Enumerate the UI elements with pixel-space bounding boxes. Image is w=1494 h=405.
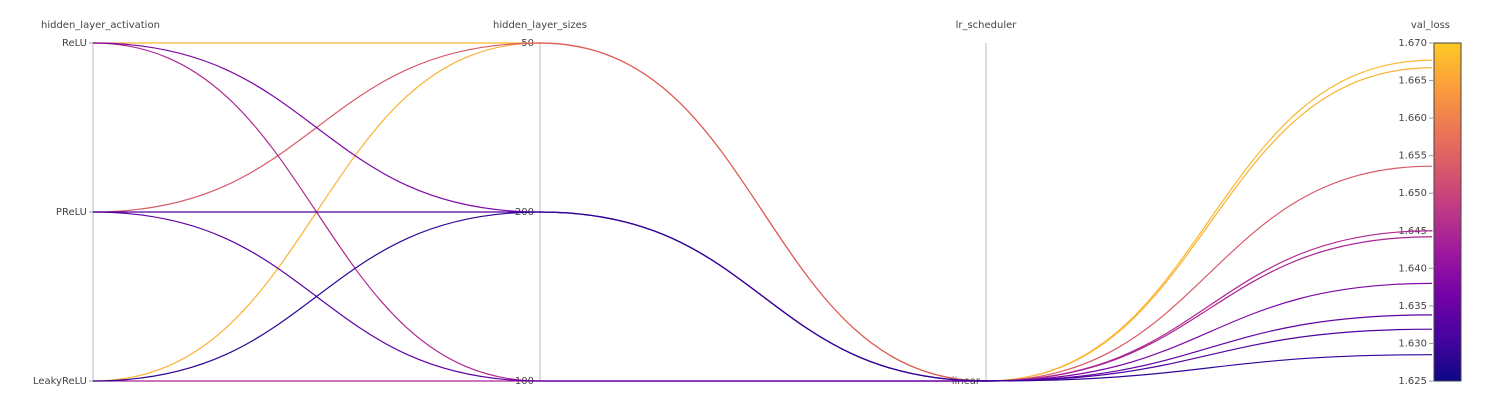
tick-label: 1.640 (1398, 263, 1427, 274)
run-line (93, 236, 1433, 382)
tick-label: 1.655 (1398, 151, 1427, 162)
axis-title: hidden_layer_activation (41, 20, 160, 31)
axis-title: lr_scheduler (956, 20, 1018, 31)
axis-title: val_loss (1411, 20, 1450, 31)
tick-label: 1.635 (1398, 301, 1427, 312)
tick-label: PReLU (56, 207, 87, 218)
tick-label: 1.665 (1398, 76, 1427, 87)
lines (92, 42, 1433, 382)
tick-label: LeakyReLU (33, 376, 87, 387)
tick-label: 1.650 (1398, 188, 1427, 199)
run-line (92, 42, 1433, 382)
tick-label: 1.630 (1398, 338, 1427, 349)
tick-label: 1.670 (1398, 38, 1427, 49)
tick-label: 1.625 (1398, 376, 1427, 387)
run-line (92, 211, 1433, 382)
run-line (92, 211, 1433, 382)
tick-label: 1.660 (1398, 113, 1427, 124)
colorbar (1433, 42, 1462, 382)
tick-label: ReLU (62, 38, 87, 49)
axis-title: hidden_layer_sizes (493, 20, 587, 31)
